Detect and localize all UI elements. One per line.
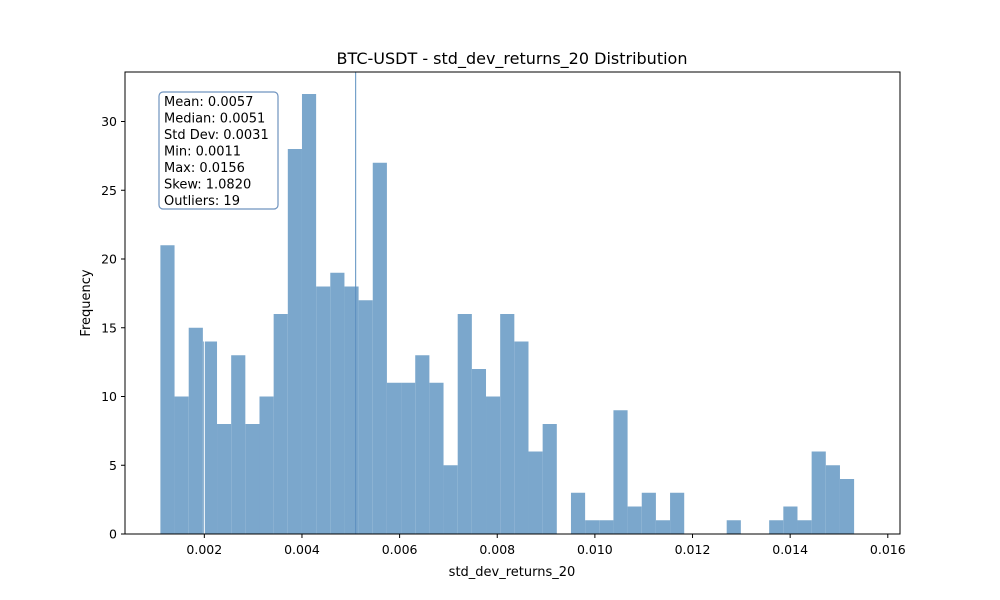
plot-frame	[124, 71, 901, 535]
y-tick-label: 30	[101, 114, 117, 129]
histogram-bar	[783, 506, 798, 534]
histogram-bar	[415, 355, 430, 534]
histogram-bar	[528, 451, 543, 534]
histogram-bar	[301, 94, 317, 534]
histogram-bar	[797, 520, 812, 534]
chart-title: BTC-USDT - std_dev_returns_20 Distributi…	[337, 49, 688, 69]
histogram-bar	[330, 272, 345, 534]
histogram-bar	[471, 369, 487, 534]
histogram-bar	[655, 520, 671, 534]
histogram-bar	[273, 314, 288, 534]
histogram-bar	[570, 492, 586, 534]
histogram-bar	[641, 492, 656, 534]
x-tick-label: 0.012	[675, 542, 711, 557]
stats-line: Min: 0.0011	[164, 145, 241, 160]
histogram-bar	[174, 396, 189, 534]
y-axis-label: Frequency	[79, 269, 94, 336]
stats-box-frame	[158, 91, 279, 210]
histogram-bar	[217, 424, 232, 534]
stats-line: Mean: 0.0057	[164, 95, 253, 110]
histogram-bar	[486, 396, 501, 534]
stats-line: Skew: 1.0820	[164, 178, 251, 193]
histogram-bar	[202, 341, 218, 534]
histogram-bar	[245, 424, 260, 534]
histogram-bar	[316, 286, 331, 534]
x-tick-label: 0.004	[284, 542, 320, 557]
histogram-bar	[670, 492, 685, 534]
histogram-bar	[514, 341, 529, 534]
y-tick-label: 25	[101, 183, 117, 198]
x-axis-label: std_dev_returns_20	[449, 565, 576, 580]
histogram-bar	[358, 300, 373, 534]
x-tick-label: 0.008	[479, 542, 515, 557]
histogram-bar	[429, 382, 444, 534]
stats-line: Std Dev: 0.0031	[164, 128, 269, 143]
histogram-bar	[542, 424, 557, 534]
histogram-bar	[585, 520, 600, 534]
y-tick-label: 5	[109, 458, 117, 473]
histogram-bar	[457, 314, 472, 534]
histogram-bar	[443, 465, 458, 534]
histogram-bar	[599, 520, 614, 534]
histogram-bar	[769, 520, 784, 534]
histogram-bar	[811, 451, 826, 534]
histogram-bar	[627, 506, 642, 534]
histogram-bar	[825, 465, 840, 534]
y-axis-ticks: 0 5 10 15 20 25 30	[101, 114, 125, 542]
x-tick-label: 0.002	[186, 542, 222, 557]
x-tick-label: 0.016	[870, 542, 906, 557]
histogram-bar	[613, 410, 628, 534]
stats-line: Median: 0.0051	[164, 112, 265, 127]
x-tick-label: 0.014	[772, 542, 808, 557]
histogram-bar	[372, 162, 387, 534]
histogram-bar	[401, 382, 416, 534]
histogram-bar	[726, 520, 741, 534]
x-tick-label: 0.010	[577, 542, 613, 557]
histogram-bar	[287, 149, 302, 534]
stats-line: Outliers: 19	[164, 194, 240, 209]
histogram-bar	[386, 382, 402, 534]
y-tick-label: 15	[101, 320, 117, 335]
histogram-bar	[500, 314, 515, 534]
y-tick-label: 0	[109, 527, 117, 542]
histogram-bars	[160, 94, 855, 534]
histogram-bar	[231, 355, 246, 534]
y-tick-label: 10	[101, 389, 117, 404]
histogram-bar	[160, 245, 175, 534]
x-axis-ticks: 0.002 0.004 0.006 0.008 0.010 0.012 0.014 0.016	[186, 534, 906, 557]
y-tick-label: 20	[101, 252, 117, 267]
histogram-bar	[188, 327, 203, 534]
stats-line: Max: 0.0156	[164, 161, 245, 176]
histogram-bar	[259, 396, 274, 534]
histogram-bar	[344, 286, 359, 534]
x-tick-label: 0.006	[382, 542, 418, 557]
histogram-bar	[839, 479, 855, 534]
